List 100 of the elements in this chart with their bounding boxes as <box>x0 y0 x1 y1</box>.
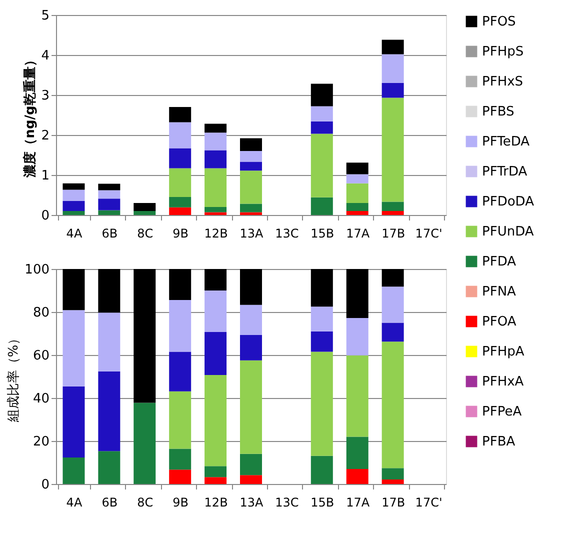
legend-label: PFHxS <box>482 74 524 90</box>
x-tick-label: 8C <box>137 226 154 240</box>
legend-label: PFDoDA <box>482 194 534 210</box>
bar <box>382 54 404 83</box>
x-tick-label: 15B <box>310 226 334 240</box>
bar <box>204 150 227 168</box>
bar <box>240 475 262 484</box>
legend-label: PFOS <box>482 14 516 30</box>
bar <box>382 83 404 98</box>
bar <box>382 269 404 287</box>
bar <box>98 312 120 372</box>
y-tick-label: 60 <box>32 348 50 364</box>
bar <box>240 204 262 212</box>
y-tick-label: 5 <box>41 8 50 24</box>
bar <box>382 202 404 211</box>
bar <box>310 331 333 352</box>
x-tick-label: 17A <box>346 496 370 510</box>
bar <box>346 203 368 211</box>
bar <box>240 269 262 305</box>
bar <box>240 151 262 162</box>
bar <box>310 306 333 332</box>
bar <box>169 168 192 197</box>
bar <box>382 286 404 323</box>
bar <box>204 168 227 207</box>
bar <box>310 134 333 198</box>
bar <box>204 132 227 150</box>
bar <box>240 360 262 454</box>
bar <box>169 207 192 215</box>
bar <box>310 106 333 122</box>
legend-label: PFHpS <box>482 44 524 60</box>
bar <box>204 466 227 478</box>
bar <box>310 84 333 106</box>
legend-label: PFUnDA <box>482 224 534 240</box>
bar <box>310 197 333 215</box>
x-tick-label: 9B <box>172 496 189 510</box>
bar <box>346 468 368 484</box>
bar <box>134 203 156 211</box>
y-tick-label: 100 <box>24 262 50 278</box>
bar <box>98 269 120 313</box>
bar <box>169 391 192 449</box>
bar <box>204 212 227 215</box>
x-tick-label: 15B <box>310 496 334 510</box>
bar <box>240 335 262 360</box>
bar <box>240 170 262 204</box>
bar <box>98 210 120 215</box>
bar <box>169 148 192 168</box>
bar <box>240 138 262 151</box>
bar <box>204 290 227 332</box>
y-tick-label: 0 <box>41 478 50 492</box>
bar <box>346 355 368 437</box>
y-tick-label: 1 <box>41 168 50 184</box>
bar <box>346 174 368 184</box>
bar <box>204 124 227 133</box>
bar <box>62 269 85 310</box>
x-tick-label: 6B <box>102 496 118 510</box>
bar <box>169 352 192 392</box>
bar <box>382 479 404 484</box>
bar <box>382 98 404 202</box>
bar <box>98 190 120 199</box>
bar <box>98 451 120 484</box>
bar <box>62 310 85 386</box>
bar <box>134 211 156 215</box>
legend-label: PFTrDA <box>482 164 528 180</box>
bar <box>382 40 404 54</box>
bar <box>346 269 368 318</box>
x-tick-label: 6B <box>102 226 118 240</box>
bar <box>98 371 120 452</box>
x-tick-label: 13C <box>275 226 299 240</box>
bar <box>62 386 85 458</box>
x-tick-label: 17C' <box>415 226 442 240</box>
y-tick-label: 0 <box>41 208 50 224</box>
bar <box>169 107 192 122</box>
x-tick-label: 13C <box>275 496 299 510</box>
bar <box>310 352 333 456</box>
bar <box>204 477 227 484</box>
bar <box>169 197 192 208</box>
bar <box>169 300 192 352</box>
bar <box>240 162 262 171</box>
y-tick-label: 80 <box>32 306 50 320</box>
bar <box>346 211 368 215</box>
y-tick-label: 20 <box>32 434 50 450</box>
legend-label: PFHxA <box>482 374 524 390</box>
bar <box>310 456 333 484</box>
bar <box>382 342 404 468</box>
bar <box>134 269 156 403</box>
bar <box>346 183 368 203</box>
legend-label: PFPeA <box>482 404 522 420</box>
x-tick-label: 12B <box>204 226 228 240</box>
x-tick-label: 13A <box>240 226 264 240</box>
y-axis-title: 組成比率（%） <box>6 332 22 424</box>
bar <box>169 448 192 470</box>
x-tick-label: 8C <box>137 496 154 510</box>
bar <box>169 470 192 484</box>
legend-label: PFBS <box>482 104 514 120</box>
bar <box>98 198 120 210</box>
bar <box>240 454 262 476</box>
bar <box>310 269 333 307</box>
bar <box>62 183 85 190</box>
bar <box>204 332 227 375</box>
x-tick-label: 17A <box>346 226 370 240</box>
